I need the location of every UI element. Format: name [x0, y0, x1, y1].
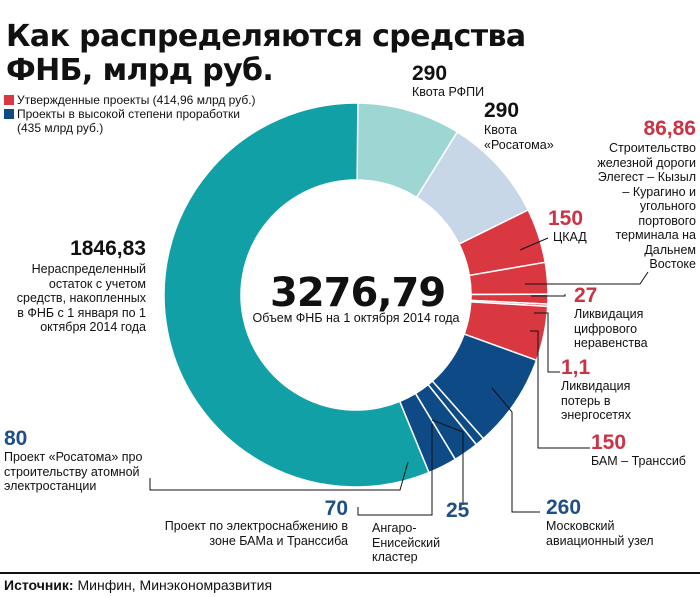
value-label-bam-transsib: 150	[591, 431, 627, 454]
value-label-rfpi: 290	[412, 62, 448, 85]
slice-label-angaro: Ангаро-Енисейский кластер	[372, 521, 441, 564]
legend-swatch-navy	[4, 109, 14, 119]
source-text: Минфин, Минэкономразвития	[77, 577, 273, 593]
leader-line-bam-power	[357, 424, 433, 516]
slice-label-elegest: Строительство железной дороги Элегест – …	[597, 141, 696, 271]
leader-line-bam	[530, 330, 590, 449]
slice-label-unallocated: Нераспределенный остаток с учетом средст…	[16, 262, 146, 334]
legend-swatch-red	[4, 95, 14, 105]
legend-label-advanced-amount: (435 млрд руб.)	[17, 121, 104, 135]
leader-line-rosatom-npp	[149, 461, 409, 491]
legend-label-advanced: Проекты в высокой степени проработки	[17, 107, 240, 121]
source-note: Источник: Минфин, Минэкономразвития	[4, 577, 272, 593]
slice-label-rfpi: Квота РФПИ	[412, 85, 485, 99]
source-divider	[0, 572, 700, 574]
slice-label-tskad: ЦКАД	[553, 230, 587, 244]
slice-label-rosatom-npp: Проект «Росатома» про строительству атом…	[4, 450, 143, 493]
legend-label-approved: Утвержденные проекты (414,96 млрд руб.)	[17, 93, 256, 107]
legend: Утвержденные проекты (414,96 млрд руб.) …	[4, 93, 256, 135]
value-label-unallocated: 1846,83	[70, 237, 146, 260]
leader-line-digital	[531, 294, 566, 297]
leader-line-mau	[491, 387, 540, 513]
leader-line-angaro	[431, 419, 464, 505]
value-label-elegest: 86,86	[643, 117, 696, 140]
value-label-rosatom-quota: 290	[484, 99, 520, 122]
slice-unallocated	[163, 102, 430, 488]
leader-line-elegest	[525, 271, 649, 285]
value-label-energy: 1,1	[561, 356, 591, 379]
source-label: Источник:	[4, 577, 74, 593]
value-label-tskad: 150	[548, 207, 584, 230]
chart-title: Как распределяются средства ФНБ, млрд ру…	[6, 19, 526, 88]
legend-item-approved: Утвержденные проекты (414,96 млрд руб.)	[4, 93, 256, 107]
slice-label-digital: Ликвидация цифрового неравенства	[574, 307, 648, 350]
leader-line-tskad	[519, 237, 549, 251]
slice-label-bam-transsib: БАМ – Транссиб	[591, 454, 686, 468]
center-caption: Объем ФНБ на 1 октября 2014 года	[252, 311, 460, 325]
slice-label-energy: Ликвидация потерь в энергосетях	[561, 379, 631, 422]
legend-item-advanced: Проекты в высокой степени проработки	[4, 107, 256, 121]
slice-label-mau: Московский авиационный узел	[546, 519, 654, 548]
value-label-angaro: 25	[446, 499, 470, 522]
value-label-mau: 260	[546, 496, 582, 519]
value-label-rosatom-npp: 80	[4, 427, 28, 450]
leader-line-energy	[534, 312, 560, 373]
center-total: 3276,79	[270, 270, 446, 316]
value-label-bam-power: 70	[324, 497, 348, 520]
slice-label-bam-power: Проект по электроснабжению в зоне БАМа и…	[164, 519, 348, 548]
slice-label-rosatom-quota: Квота «Росатома»	[484, 123, 554, 152]
value-label-digital: 27	[574, 284, 598, 307]
